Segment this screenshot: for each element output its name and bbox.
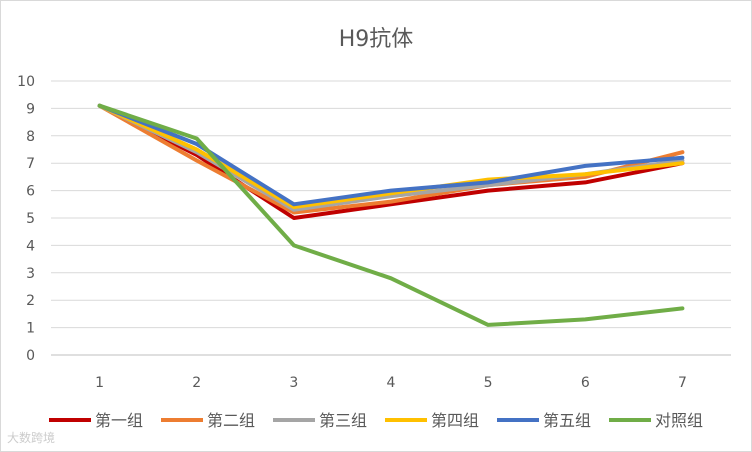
chart-title: H9抗体 <box>339 27 414 52</box>
legend-label: 第四组 <box>431 411 479 430</box>
y-tick-label: 0 <box>26 348 35 364</box>
y-tick-label: 3 <box>26 266 35 282</box>
y-tick-label: 9 <box>26 101 35 117</box>
y-tick-label: 5 <box>26 211 35 227</box>
legend: 第一组 第二组 第三组 第四组 第五组 对照组 <box>49 411 703 430</box>
series-line-4 <box>97 103 685 209</box>
legend-label: 对照组 <box>655 411 703 430</box>
legend-label: 第一组 <box>95 411 143 430</box>
y-tick-label: 8 <box>26 129 35 145</box>
y-tick-label: 10 <box>17 74 35 90</box>
x-tick-label: 6 <box>581 375 590 391</box>
x-axis-ticks: 1 2 3 4 5 6 7 <box>95 375 687 391</box>
y-axis-ticks: 0 1 2 3 4 5 6 7 8 9 10 <box>17 74 35 364</box>
watermark-text: 大数跨境 <box>7 430 55 445</box>
watermark: 大数跨境 <box>7 430 55 445</box>
series-line-2 <box>97 103 685 215</box>
series-line-6 <box>97 103 685 327</box>
legend-label: 第五组 <box>543 411 591 430</box>
series-line-5 <box>97 103 685 207</box>
y-tick-label: 2 <box>26 293 35 309</box>
x-tick-label: 4 <box>387 375 396 391</box>
y-tick-label: 7 <box>26 156 35 172</box>
x-tick-label: 2 <box>192 375 201 391</box>
x-tick-label: 5 <box>484 375 493 391</box>
x-tick-label: 7 <box>678 375 687 391</box>
x-tick-label: 1 <box>95 375 104 391</box>
x-tick-label: 3 <box>289 375 298 391</box>
y-tick-label: 6 <box>26 184 35 200</box>
legend-label: 第三组 <box>319 411 367 430</box>
series-lines <box>97 103 685 327</box>
series-line-1 <box>97 103 685 220</box>
y-tick-label: 4 <box>26 238 35 254</box>
legend-label: 第二组 <box>207 411 255 430</box>
y-tick-label: 1 <box>26 321 35 337</box>
